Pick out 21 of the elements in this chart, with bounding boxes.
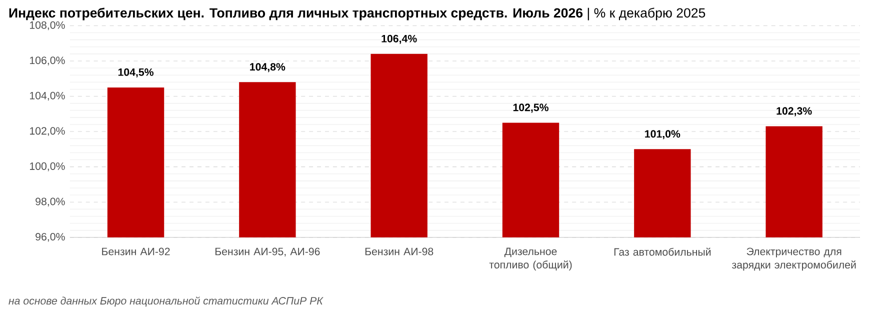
data-label: 104,8% [250,63,286,72]
data-label: 106,4% [382,34,417,44]
y-tick-label: 102,0% [30,127,65,136]
y-tick-label: 108,0% [30,21,65,30]
x-tick-label: Бензин АИ-98 [365,248,434,256]
x-tick-label: Бензин АИ-95, АИ-96 [215,248,320,257]
x-tick-label: Бензин АИ-92 [102,248,170,256]
data-label: 102,5% [513,104,548,113]
data-label: 101,0% [645,130,680,140]
y-tick-label: 96,0% [36,233,65,242]
y-tick-label: 100,0% [30,162,65,172]
y-tick-label: 106,0% [30,56,65,66]
data-label: 102,3% [776,107,812,116]
x-tick-label: Электричество для зарядки электромобилей [732,248,856,271]
x-tick-label: Дизельное топливо (общий) [489,248,572,271]
data-label: 104,5% [118,68,154,78]
text: на основе данных Бюро национальной статистики АСПиР РК [8,296,324,307]
y-tick-label: 98,0% [36,198,65,207]
x-tick-label: Газ автомобильный [614,248,711,256]
chart-title: Индекс потребительских цен. Топливо для личных транспортных средств. Июль 2026 | % к декабрю 2025 [9,8,706,20]
y-tick-label: 104,0% [30,92,65,101]
